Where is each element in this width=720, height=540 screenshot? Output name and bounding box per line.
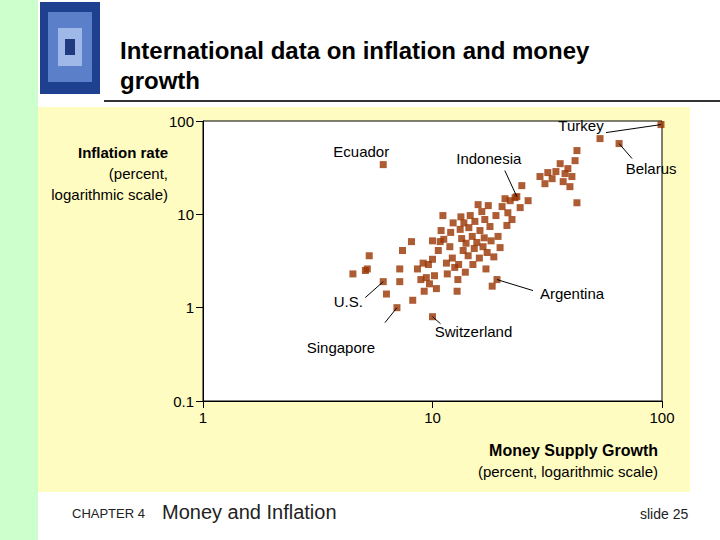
- svg-text:0.1: 0.1: [173, 393, 194, 410]
- svg-text:Singapore: Singapore: [307, 339, 375, 356]
- svg-text:Argentina: Argentina: [540, 285, 605, 302]
- html-text:slide 25: slide 25: [640, 506, 689, 522]
- html-text:International data on inflatio: International data on inflation and mone…: [120, 37, 590, 94]
- svg-text:Inflation rate: Inflation rate: [78, 144, 168, 161]
- svg-text:(percent,: (percent,: [109, 165, 168, 182]
- svg-text:(percent, logarithmic scale): (percent, logarithmic scale): [478, 463, 658, 480]
- svg-text:100: 100: [649, 409, 674, 426]
- svg-text:1: 1: [199, 409, 207, 426]
- html-text:CHAPTER 4: CHAPTER 4: [72, 506, 145, 521]
- svg-text:Indonesia: Indonesia: [456, 150, 522, 167]
- svg-text:Ecuador: Ecuador: [333, 143, 389, 160]
- html-text:Money and Inflation: Money and Inflation: [162, 501, 337, 523]
- svg-text:10: 10: [177, 206, 194, 223]
- svg-text:10: 10: [424, 409, 441, 426]
- svg-text:Belarus: Belarus: [626, 160, 677, 177]
- svg-text:Switzerland: Switzerland: [435, 323, 513, 340]
- svg-text:Turkey: Turkey: [558, 117, 604, 134]
- svg-text:logarithmic scale): logarithmic scale): [51, 186, 168, 203]
- svg-text:1: 1: [186, 299, 194, 316]
- svg-text:Money Supply Growth: Money Supply Growth: [489, 442, 658, 459]
- svg-text:100: 100: [169, 113, 194, 130]
- svg-text:U.S.: U.S.: [334, 293, 363, 310]
